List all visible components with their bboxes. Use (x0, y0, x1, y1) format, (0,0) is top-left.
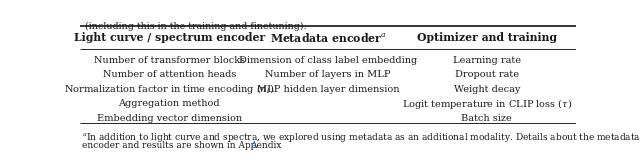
Text: Logit temperature in CLIP loss ($\tau$): Logit temperature in CLIP loss ($\tau$) (401, 97, 572, 111)
Text: MLP hidden layer dimension: MLP hidden layer dimension (257, 85, 399, 94)
Text: Number of transformer blocks: Number of transformer blocks (93, 56, 245, 65)
Text: Embedding vector dimension: Embedding vector dimension (97, 114, 242, 123)
Text: Normalization factor in time encoding ($n_t$): Normalization factor in time encoding ($… (64, 82, 275, 96)
Text: Batch size: Batch size (461, 114, 512, 123)
Text: Learning rate: Learning rate (452, 56, 521, 65)
Text: Light curve / spectrum encoder: Light curve / spectrum encoder (74, 32, 265, 43)
Text: Aggregation method: Aggregation method (118, 99, 220, 108)
Text: A: A (250, 141, 256, 150)
Text: Dropout rate: Dropout rate (454, 70, 519, 79)
Text: (including this in the training and finetuning).: (including this in the training and fine… (85, 22, 307, 31)
Text: $^{a}$In addition to light curve and spectra, we explored using metadata as an a: $^{a}$In addition to light curve and spe… (83, 131, 640, 144)
Text: Weight decay: Weight decay (454, 85, 520, 94)
Text: Dimension of class label embedding: Dimension of class label embedding (239, 56, 417, 65)
Text: .: . (255, 141, 257, 150)
Text: Metadata encoder$^{a}$: Metadata encoder$^{a}$ (269, 31, 387, 44)
Text: Optimizer and training: Optimizer and training (417, 32, 557, 43)
Text: Number of layers in MLP: Number of layers in MLP (265, 70, 391, 79)
Text: Number of attention heads: Number of attention heads (102, 70, 236, 79)
Text: encoder and results are shown in Appendix: encoder and results are shown in Appendi… (83, 141, 285, 150)
